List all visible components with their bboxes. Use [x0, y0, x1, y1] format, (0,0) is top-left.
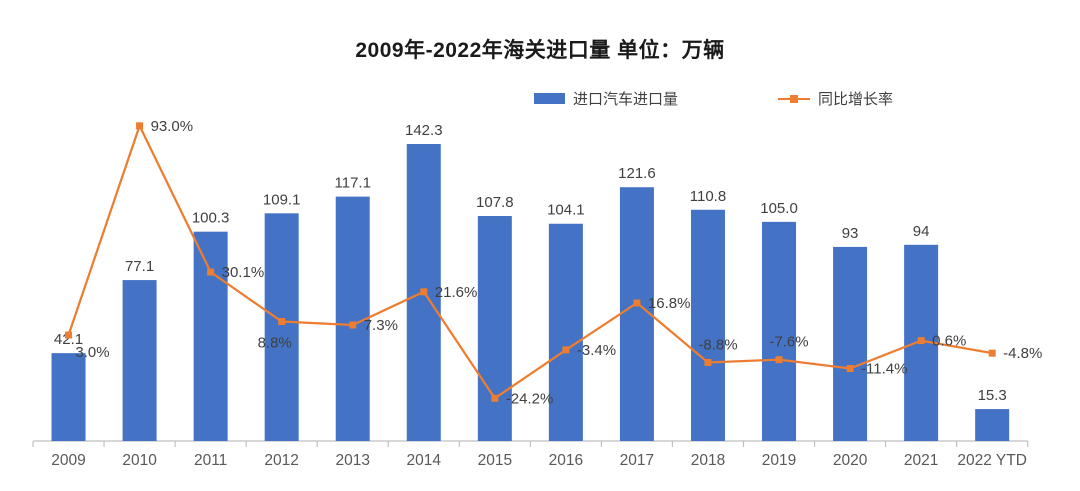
x-axis-label: 2009 [51, 452, 85, 469]
growth-value-label: 21.6% [435, 284, 478, 301]
growth-rate-marker [846, 364, 854, 372]
bar-value-label: 107.8 [476, 194, 514, 211]
x-axis-label: 2011 [194, 452, 227, 469]
bar-value-label: 117.1 [335, 175, 371, 192]
growth-rate-marker [65, 331, 73, 339]
x-axis-label: 2020 [833, 452, 868, 469]
x-axis-label: 2021 [904, 452, 938, 469]
growth-value-label: -8.8% [698, 336, 737, 353]
growth-value-label: -7.6% [769, 334, 808, 351]
growth-rate-marker [420, 288, 428, 296]
legend-label-growth-rate: 同比增长率 [818, 90, 894, 108]
growth-rate-marker [136, 122, 144, 130]
bar-value-label: 42.1 [54, 331, 83, 348]
chart-title: 2009年-2022年海关进口量 单位：万辆 [355, 39, 725, 62]
growth-value-label: 7.3% [364, 317, 398, 334]
growth-rate-marker [207, 268, 215, 276]
growth-rate-marker [349, 321, 357, 329]
import-volume-bar [122, 280, 157, 441]
x-axis-label: 2019 [762, 452, 796, 469]
growth-rate-marker [278, 318, 286, 326]
legend-line-marker [790, 94, 798, 103]
growth-value-label: -3.4% [577, 342, 616, 359]
line-series-swatch [778, 93, 810, 104]
import-volume-bar [193, 231, 228, 441]
bar-value-label: 109.1 [263, 191, 301, 208]
growth-value-label: -4.8% [1003, 345, 1042, 362]
bar-value-label: 100.3 [192, 210, 230, 227]
growth-value-label: 16.8% [648, 295, 691, 312]
growth-value-label: 8.8% [258, 335, 292, 352]
bar-value-label: 142.3 [405, 122, 443, 139]
growth-value-label: 93.0% [151, 118, 194, 135]
x-axis-label: 2010 [122, 452, 157, 469]
x-axis-label: 2013 [335, 452, 369, 469]
import-volume-bar [833, 246, 868, 441]
growth-value-label: -24.2% [506, 390, 554, 407]
x-axis-label: 2018 [691, 452, 725, 469]
growth-rate-marker [562, 346, 570, 354]
legend-item-growth-rate: 同比增长率 [778, 90, 894, 108]
x-axis-label: 2014 [407, 452, 442, 469]
growth-value-label: 30.1% [222, 264, 265, 281]
legend-item-import-volume: 进口汽车进口量 [534, 90, 679, 108]
import-volume-bar [975, 409, 1010, 441]
growth-rate-marker [491, 394, 499, 402]
legend-label-import-volume: 进口汽车进口量 [573, 90, 679, 108]
growth-rate-marker [917, 337, 925, 345]
import-volume-bar [548, 223, 583, 441]
growth-rate-marker [775, 356, 783, 364]
import-volume-bar [690, 209, 725, 441]
bar-value-label: 110.8 [690, 188, 726, 205]
x-axis-label: 2015 [478, 452, 512, 469]
growth-value-label: -11.4% [861, 360, 907, 377]
growth-value-label: 3.0% [75, 344, 109, 361]
import-volume-bar [264, 213, 299, 441]
x-axis-label: 2017 [620, 452, 654, 469]
bar-value-label: 77.1 [125, 258, 154, 275]
growth-value-label: 0.6% [932, 333, 966, 350]
bar-value-label: 93 [842, 225, 859, 242]
import-volume-bar [619, 187, 654, 441]
growth-rate-marker [704, 358, 712, 366]
bar-value-label: 104.1 [547, 202, 585, 219]
import-volume-bar [51, 353, 86, 441]
x-axis-label: 2012 [264, 452, 298, 469]
import-volume-bar [762, 221, 797, 441]
bar-value-label: 105.0 [760, 200, 798, 217]
growth-rate-line [67, 122, 993, 400]
bar-value-label: 94 [913, 223, 930, 240]
import-volume-bar [477, 216, 512, 441]
x-axis-label: 2022 YTD [957, 452, 1027, 469]
bar-series-swatch [534, 92, 565, 104]
x-axis-label: 2016 [549, 452, 583, 469]
bar-value-label: 15.3 [978, 387, 1007, 404]
growth-rate-marker [988, 349, 996, 357]
growth-rate-marker [633, 299, 641, 307]
bar-value-label: 121.6 [618, 165, 656, 182]
